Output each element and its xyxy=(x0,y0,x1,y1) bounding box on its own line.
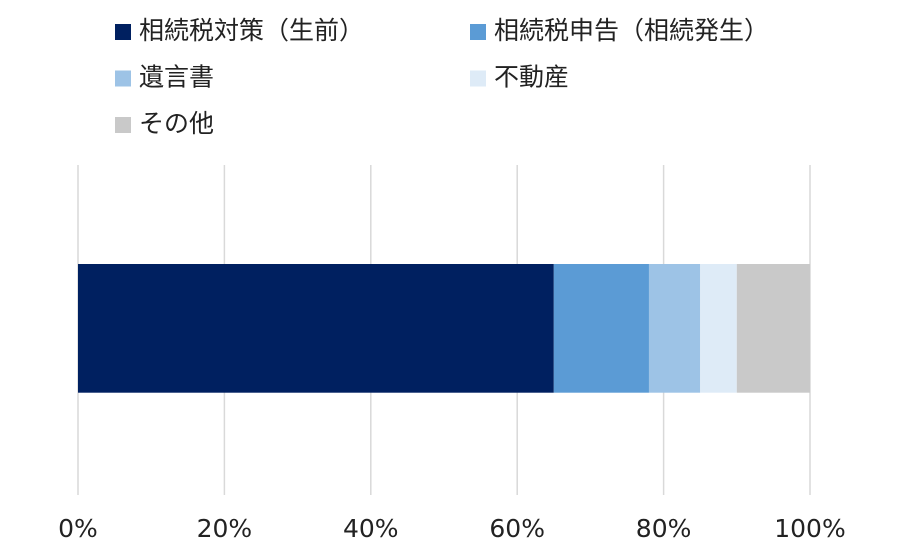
bar-segment xyxy=(648,264,701,393)
legend-swatch xyxy=(115,117,131,133)
x-tick-label: 60% xyxy=(489,514,545,543)
legend-label: 相続税申告（相続発生） xyxy=(494,16,769,45)
legend-label: 相続税対策（生前） xyxy=(139,16,364,45)
bar-segment xyxy=(736,264,810,393)
bar-segment xyxy=(700,264,737,393)
x-tick-label: 40% xyxy=(343,514,399,543)
bar-segment xyxy=(553,264,649,393)
legend-label: その他 xyxy=(139,109,214,138)
bar-segment xyxy=(78,264,554,393)
legend-label: 不動産 xyxy=(494,63,569,92)
legend-swatch xyxy=(115,70,131,87)
legend-swatch xyxy=(470,70,486,87)
x-tick-label: 0% xyxy=(58,514,98,543)
legend-label: 遺言書 xyxy=(139,63,214,92)
x-tick-label: 20% xyxy=(197,514,253,543)
x-tick-label: 100% xyxy=(774,514,845,543)
legend-swatch xyxy=(115,24,131,40)
x-tick-label: 80% xyxy=(636,514,692,543)
legend-swatch xyxy=(470,24,486,40)
